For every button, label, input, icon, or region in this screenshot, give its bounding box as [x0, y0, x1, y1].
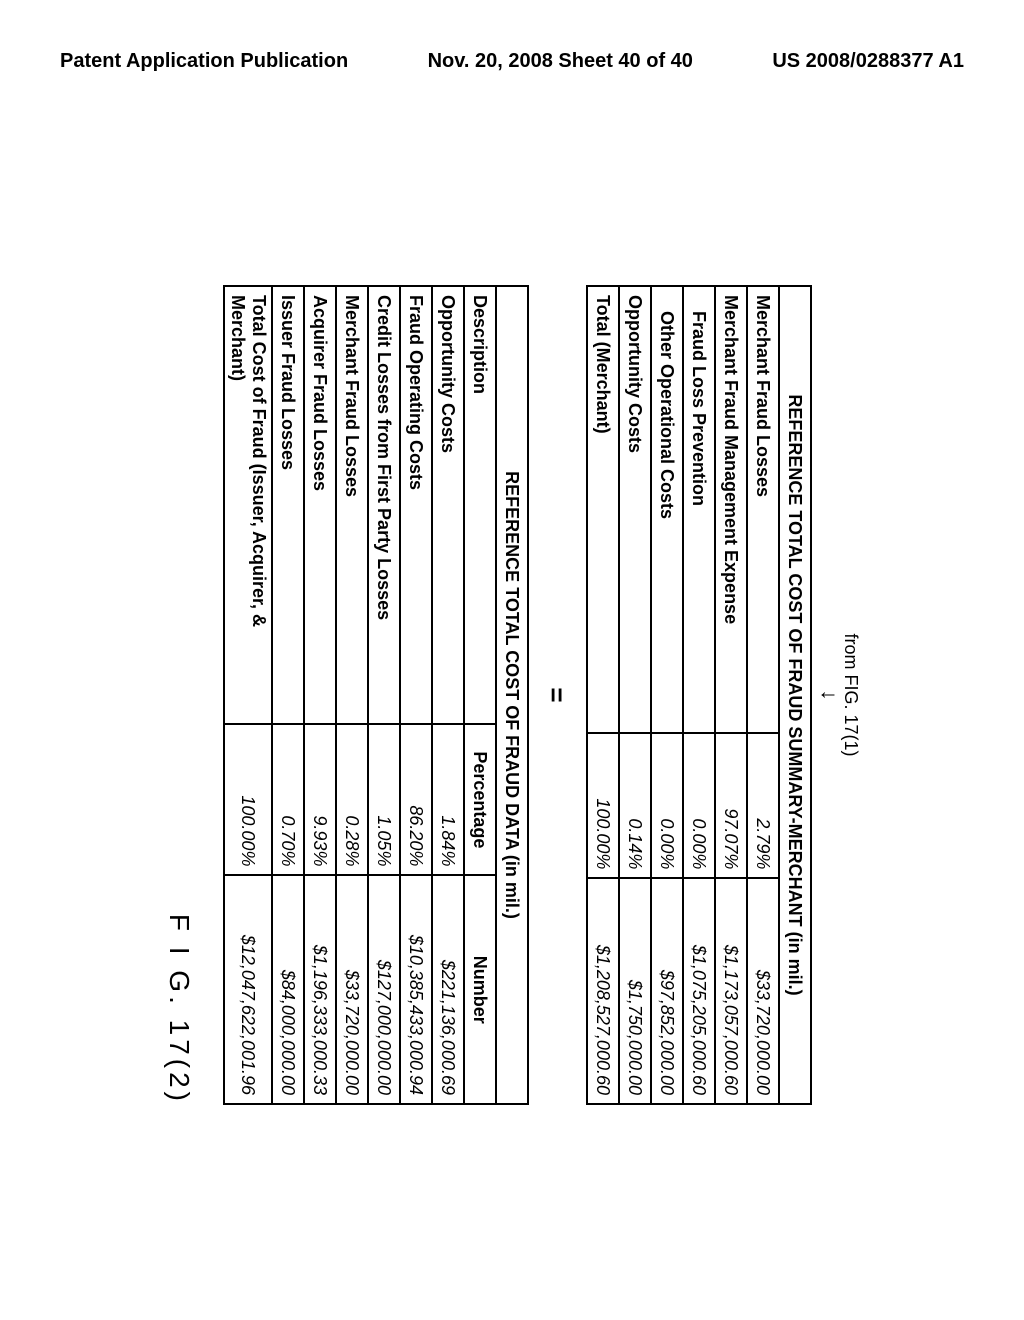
- table-fraud-data: REFERENCE TOTAL COST OF FRAUD DATA (in m…: [223, 285, 529, 1105]
- table-row: Acquirer Fraud Losses 9.93% $1,196,333,0…: [304, 286, 336, 1104]
- table2-pct: 0.70%: [272, 724, 304, 875]
- table-row: Merchant Fraud Management Expense 97.07%…: [715, 286, 747, 1104]
- table2-num: $33,720,000.00: [336, 875, 368, 1104]
- table2-num: $1,196,333,000.33: [304, 875, 336, 1104]
- table1-desc: Fraud Loss Prevention: [683, 286, 715, 733]
- table-row: Merchant Fraud Losses 2.79% $33,720,000.…: [747, 286, 779, 1104]
- table2-num: $221,136,000.69: [432, 875, 464, 1104]
- table-row: Issuer Fraud Losses 0.70% $84,000,000.00: [272, 286, 304, 1104]
- table1-desc: Opportunity Costs: [619, 286, 651, 733]
- table2-pct: 9.93%: [304, 724, 336, 875]
- arrow-down-icon: ↓: [822, 690, 836, 701]
- table-row: Fraud Loss Prevention 0.00% $1,075,205,0…: [683, 286, 715, 1104]
- table2-header-row: Description Percentage Number: [464, 286, 496, 1104]
- table-row: Credit Losses from First Party Losses 1.…: [368, 286, 400, 1104]
- table2-num: $10,385,433,000.94: [400, 875, 432, 1104]
- table2-desc: Issuer Fraud Losses: [272, 286, 304, 724]
- table-row: Total (Merchant) 100.00% $1,208,527,000.…: [587, 286, 619, 1104]
- table1-num: $1,208,527,000.60: [587, 878, 619, 1104]
- table1-desc: Merchant Fraud Management Expense: [715, 286, 747, 733]
- figure-label: F I G. 17(2): [163, 285, 195, 1105]
- table1-pct: 2.79%: [747, 733, 779, 879]
- table-row: Opportunity Costs 0.14% $1,750,000.00: [619, 286, 651, 1104]
- table1-num: $97,852,000.00: [651, 878, 683, 1104]
- table2-title-row: REFERENCE TOTAL COST OF FRAUD DATA (in m…: [496, 286, 528, 1104]
- table1-num: $1,173,057,000.60: [715, 878, 747, 1104]
- table2-desc: Credit Losses from First Party Losses: [368, 286, 400, 724]
- table2-pct: 86.20%: [400, 724, 432, 875]
- table2-pct: 1.05%: [368, 724, 400, 875]
- table1-pct: 100.00%: [587, 733, 619, 879]
- table1-pct: 0.14%: [619, 733, 651, 879]
- table1-title: REFERENCE TOTAL COST OF FRAUD SUMMARY-ME…: [779, 286, 811, 1104]
- table2-desc: Total Cost of Fraud (Issuer, Acquirer, &…: [224, 286, 272, 724]
- table1-desc: Total (Merchant): [587, 286, 619, 733]
- table1-num: $1,075,205,000.60: [683, 878, 715, 1104]
- table1-pct: 0.00%: [683, 733, 715, 879]
- table2-header-pct: Percentage: [464, 724, 496, 875]
- page-header: Patent Application Publication Nov. 20, …: [0, 50, 1024, 73]
- table1-desc: Other Operational Costs: [651, 286, 683, 733]
- table-row: Fraud Operating Costs 86.20% $10,385,433…: [400, 286, 432, 1104]
- table-row: Merchant Fraud Losses 0.28% $33,720,000.…: [336, 286, 368, 1104]
- header-right: US 2008/0288377 A1: [772, 50, 964, 73]
- table1-num: $1,750,000.00: [619, 878, 651, 1104]
- table2-desc: Opportunity Costs: [432, 286, 464, 724]
- table-row: Other Operational Costs 0.00% $97,852,00…: [651, 286, 683, 1104]
- table2-num: $127,000,000.00: [368, 875, 400, 1104]
- table1-pct: 0.00%: [651, 733, 683, 879]
- figure-content: from FIG. 17(1) ↓ REFERENCE TOTAL COST O…: [163, 185, 861, 1205]
- header-center: Nov. 20, 2008 Sheet 40 of 40: [428, 50, 693, 73]
- table-merchant-summary: REFERENCE TOTAL COST OF FRAUD SUMMARY-ME…: [586, 285, 812, 1105]
- table2-header-num: Number: [464, 875, 496, 1104]
- table1-num: $33,720,000.00: [747, 878, 779, 1104]
- header-left: Patent Application Publication: [60, 50, 348, 73]
- table2-pct: 1.84%: [432, 724, 464, 875]
- table2-pct: 100.00%: [224, 724, 272, 875]
- table2-desc: Fraud Operating Costs: [400, 286, 432, 724]
- table-row: Total Cost of Fraud (Issuer, Acquirer, &…: [224, 286, 272, 1104]
- table1-title-row: REFERENCE TOTAL COST OF FRAUD SUMMARY-ME…: [779, 286, 811, 1104]
- table-row: Opportunity Costs 1.84% $221,136,000.69: [432, 286, 464, 1104]
- table2-num: $12,047,622,001.96: [224, 875, 272, 1104]
- table2-desc: Acquirer Fraud Losses: [304, 286, 336, 724]
- figure-rotated-wrap: from FIG. 17(1) ↓ REFERENCE TOTAL COST O…: [163, 185, 861, 1205]
- equals-symbol: =: [541, 687, 572, 702]
- table1-desc: Merchant Fraud Losses: [747, 286, 779, 733]
- from-line: from FIG. 17(1): [840, 633, 861, 756]
- table2-title: REFERENCE TOTAL COST OF FRAUD DATA (in m…: [496, 286, 528, 1104]
- table2-num: $84,000,000.00: [272, 875, 304, 1104]
- table2-desc: Merchant Fraud Losses: [336, 286, 368, 724]
- table2-pct: 0.28%: [336, 724, 368, 875]
- table1-pct: 97.07%: [715, 733, 747, 879]
- table2-header-desc: Description: [464, 286, 496, 724]
